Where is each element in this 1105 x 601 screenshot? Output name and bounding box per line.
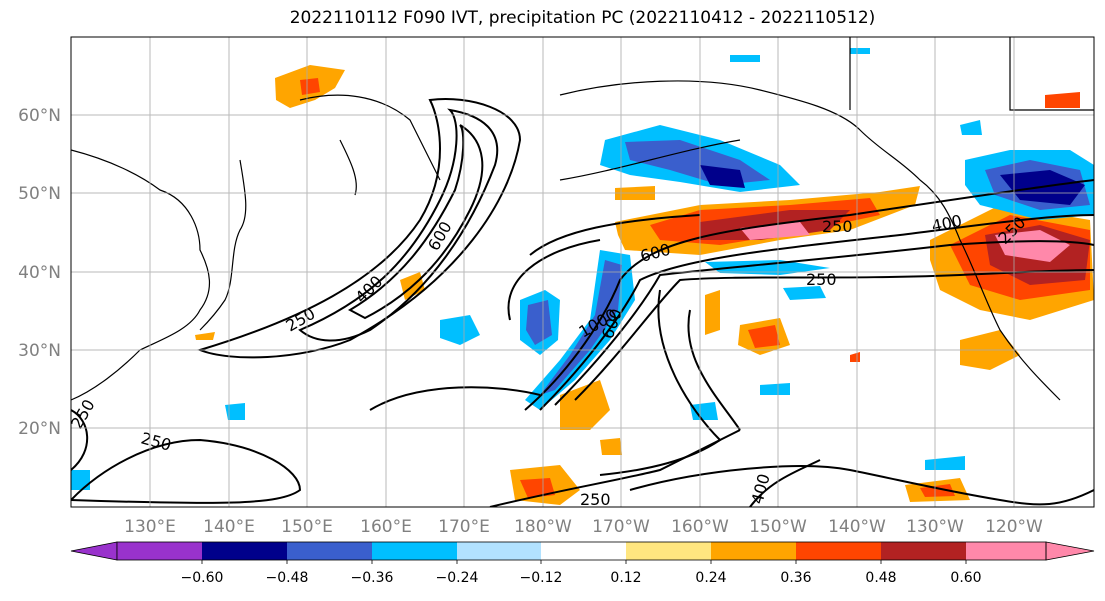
gridlines: [71, 37, 1094, 507]
y-tick-label: 30°N: [18, 341, 61, 361]
map-frame: [70, 36, 1095, 508]
colorbar-segment: [626, 542, 711, 560]
x-tick-label: 160°W: [671, 517, 729, 537]
colorbar-segment: [541, 542, 626, 560]
x-tick-label: 160°E: [360, 517, 412, 537]
colorbar: −0.60 −0.48 −0.36 −0.24 −0.12 0.12 0.24 …: [70, 541, 1095, 586]
colorbar-segment: [202, 542, 287, 560]
x-tick-labels: 130°E 140°E 150°E 160°E 170°E 180°W 170°…: [124, 517, 1043, 537]
colorbar-label: −0.60: [181, 570, 224, 586]
x-tick-label: 130°W: [906, 517, 964, 537]
colorbar-segment: [117, 542, 202, 560]
coastlines: [71, 37, 1094, 401]
colorbar-label: −0.24: [436, 570, 479, 586]
chart-title: 2022110112 F090 IVT, precipitation PC (2…: [289, 8, 876, 28]
colorbar-label: 0.36: [780, 570, 811, 586]
colorbar-segment: [966, 542, 1046, 560]
colorbar-label: −0.36: [351, 570, 394, 586]
colorbar-segment: [711, 542, 796, 560]
contour-label: 250: [822, 217, 853, 236]
x-tick-label: 120°W: [985, 517, 1043, 537]
colorbar-high-extension: [1045, 541, 1095, 561]
colorbar-segment: [457, 542, 541, 560]
x-tick-label: 170°W: [592, 517, 650, 537]
colorbar-segment: [287, 542, 372, 560]
x-tick-label: 150°W: [749, 517, 807, 537]
contour-label: 250: [580, 490, 611, 509]
colorbar-label: 0.24: [695, 570, 726, 586]
colorbar-label: −0.12: [520, 570, 563, 586]
x-tick-label: 140°E: [203, 517, 255, 537]
x-tick-label: 170°E: [438, 517, 490, 537]
contour-label: 250: [806, 270, 837, 289]
y-tick-label: 60°N: [18, 106, 61, 126]
y-tick-label: 40°N: [18, 263, 61, 283]
colorbar-segment: [881, 542, 966, 560]
x-tick-label: 150°E: [281, 517, 333, 537]
colorbar-segment: [372, 542, 457, 560]
x-tick-label: 180°W: [514, 517, 572, 537]
colorbar-label: 0.48: [865, 570, 896, 586]
colorbar-label: 0.12: [610, 570, 641, 586]
colorbar-label: −0.48: [266, 570, 309, 586]
x-tick-label: 130°E: [124, 517, 176, 537]
colorbar-segment: [796, 542, 881, 560]
y-tick-label: 20°N: [18, 419, 61, 439]
x-tick-label: 140°W: [828, 517, 886, 537]
colorbar-low-extension: [70, 541, 118, 561]
y-tick-labels: 20°N 30°N 40°N 50°N 60°N: [18, 106, 61, 439]
y-tick-label: 50°N: [18, 184, 61, 204]
colorbar-label: 0.60: [950, 570, 981, 586]
